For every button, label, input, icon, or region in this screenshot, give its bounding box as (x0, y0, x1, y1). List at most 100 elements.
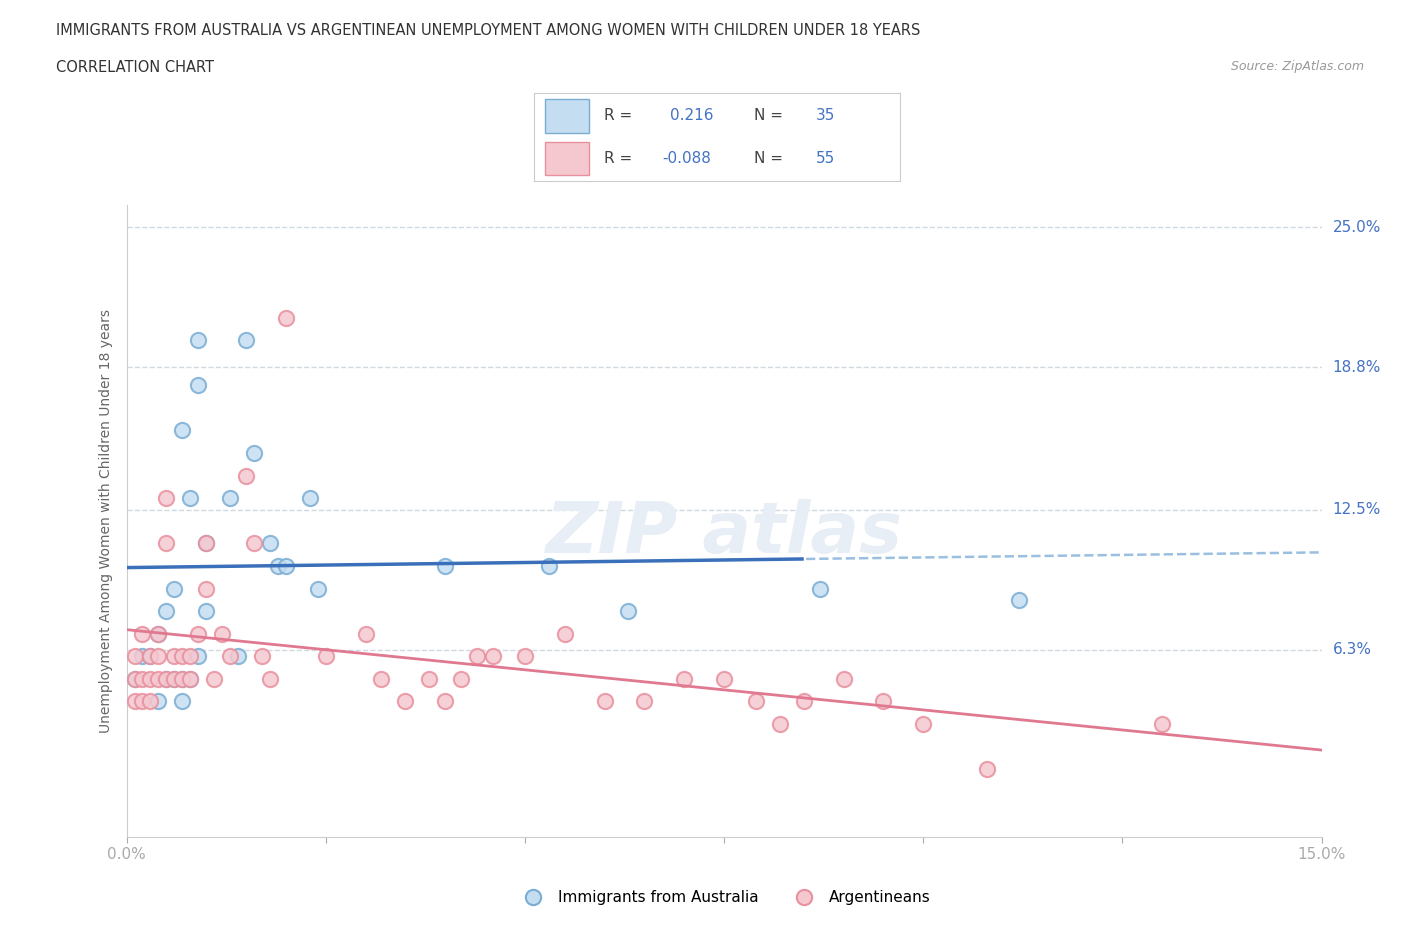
Text: CORRELATION CHART: CORRELATION CHART (56, 60, 214, 75)
Point (139, 649, 162, 664)
Point (832, 671, 855, 686)
Point (172, 671, 194, 686)
Point (593, 694, 616, 709)
FancyBboxPatch shape (546, 100, 589, 133)
Point (235, 468, 257, 483)
Point (1152, 717, 1174, 732)
Point (155, 671, 177, 686)
Point (250, 649, 273, 664)
Point (793, 694, 815, 709)
Point (554, 626, 576, 641)
Point (219, 649, 242, 664)
Text: 18.8%: 18.8% (1333, 360, 1381, 375)
Point (202, 671, 225, 686)
Point (808, 581, 831, 596)
FancyBboxPatch shape (546, 141, 589, 175)
Point (1008, 592, 1031, 607)
Point (124, 671, 146, 686)
Point (513, 649, 536, 664)
Point (172, 423, 194, 438)
Point (155, 536, 177, 551)
Point (187, 649, 209, 664)
Point (131, 671, 153, 686)
Point (195, 604, 218, 618)
Point (131, 694, 153, 709)
Text: N =: N = (754, 109, 783, 124)
Point (195, 536, 218, 551)
Point (219, 491, 242, 506)
Point (179, 671, 201, 686)
Point (148, 694, 170, 709)
Point (124, 671, 146, 686)
Legend: Immigrants from Australia, Argentineans: Immigrants from Australia, Argentineans (512, 884, 936, 911)
Point (259, 671, 281, 686)
Point (418, 671, 440, 686)
Text: R =: R = (603, 109, 631, 124)
Text: N =: N = (754, 151, 783, 166)
Point (243, 445, 266, 460)
Point (131, 626, 153, 641)
Point (370, 671, 392, 686)
Point (307, 581, 329, 596)
Text: 0.216: 0.216 (669, 109, 713, 124)
Point (155, 604, 177, 618)
Point (148, 671, 170, 686)
Point (259, 536, 281, 551)
Point (394, 694, 416, 709)
Point (872, 694, 894, 709)
Point (267, 559, 290, 574)
Text: R =: R = (603, 151, 631, 166)
Point (187, 626, 209, 641)
Text: 55: 55 (815, 151, 835, 166)
Point (315, 649, 337, 664)
Text: -0.088: -0.088 (662, 151, 711, 166)
Point (976, 762, 998, 777)
Point (163, 671, 186, 686)
Point (172, 694, 194, 709)
Point (713, 671, 735, 686)
Text: IMMIGRANTS FROM AUSTRALIA VS ARGENTINEAN UNEMPLOYMENT AMONG WOMEN WITH CHILDREN : IMMIGRANTS FROM AUSTRALIA VS ARGENTINEAN… (56, 23, 921, 38)
Point (243, 536, 266, 551)
Point (195, 536, 218, 551)
Point (148, 649, 170, 664)
Point (195, 581, 218, 596)
Text: Source: ZipAtlas.com: Source: ZipAtlas.com (1230, 60, 1364, 73)
Point (124, 649, 146, 664)
Point (274, 310, 297, 325)
Point (769, 717, 792, 732)
Text: 35: 35 (815, 109, 835, 124)
Point (354, 626, 377, 641)
Text: 12.5%: 12.5% (1333, 502, 1381, 517)
Point (235, 333, 257, 348)
Point (633, 694, 655, 709)
Point (617, 604, 640, 618)
Point (179, 491, 201, 506)
Point (187, 378, 209, 392)
Point (465, 649, 488, 664)
Point (139, 671, 162, 686)
Point (434, 694, 457, 709)
Point (155, 671, 177, 686)
Point (172, 671, 194, 686)
Text: 25.0%: 25.0% (1333, 219, 1381, 234)
Point (243, 175, 266, 190)
Point (482, 649, 505, 664)
Point (163, 649, 186, 664)
Point (124, 694, 146, 709)
Point (226, 649, 249, 664)
Point (179, 649, 201, 664)
Point (187, 333, 209, 348)
Point (450, 671, 472, 686)
Point (434, 559, 457, 574)
Text: 6.3%: 6.3% (1333, 642, 1372, 657)
Point (155, 491, 177, 506)
Point (163, 581, 186, 596)
Point (912, 717, 935, 732)
Point (274, 559, 297, 574)
Point (172, 649, 194, 664)
Point (673, 671, 696, 686)
Point (139, 694, 162, 709)
Point (163, 671, 186, 686)
Point (148, 626, 170, 641)
Y-axis label: Unemployment Among Women with Children Under 18 years: Unemployment Among Women with Children U… (98, 309, 112, 733)
